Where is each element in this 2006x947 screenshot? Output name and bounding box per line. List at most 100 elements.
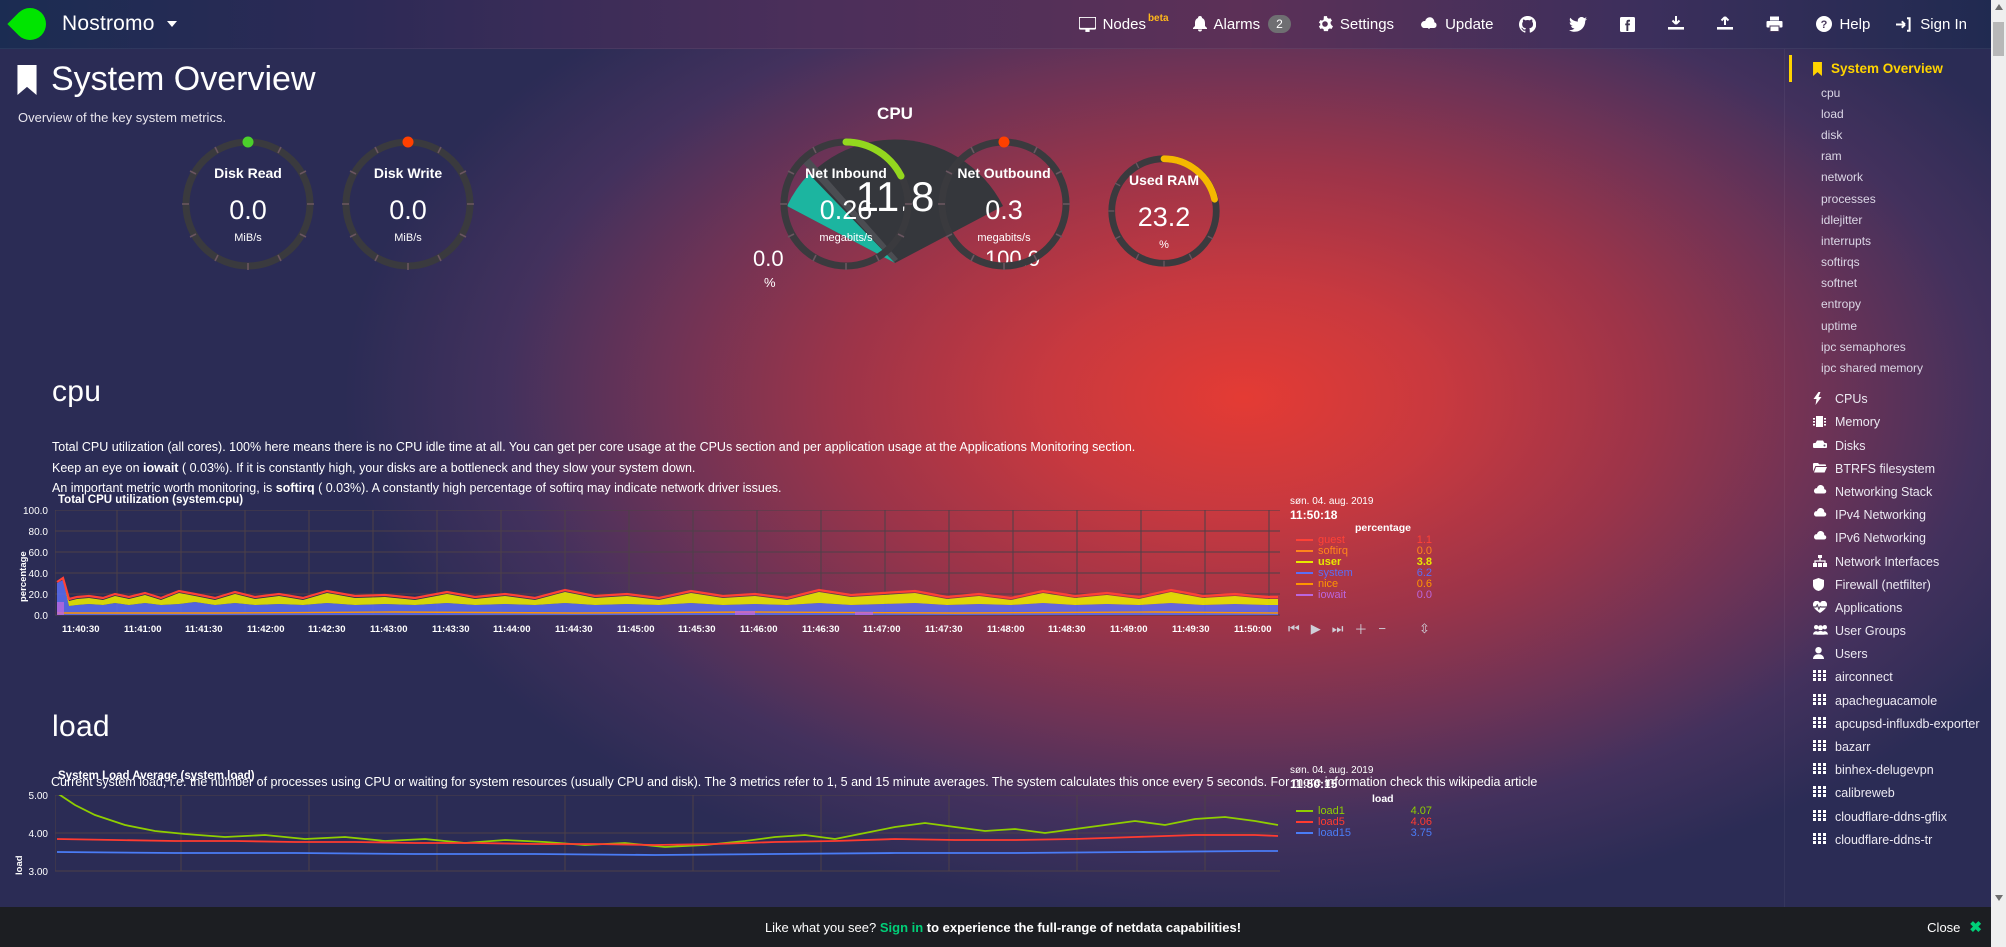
play-icon[interactable]: ▶ [1310,620,1321,636]
sidebar-item-cloudflare-ddns-tr[interactable]: cloudflare-ddns-tr [1785,828,2006,851]
nav-twitter[interactable] [1556,0,1607,49]
gauge-ring: Net Inbound 0.26 megabits/s [776,134,916,274]
sidebar-section-system-overview[interactable]: System Overview [1789,55,2006,82]
legend-item[interactable]: guest 1.1 [1296,533,1432,546]
zoom-out-icon[interactable]: − [1378,621,1387,636]
nav-import[interactable] [1655,0,1704,49]
legend-label: load5 [1318,815,1345,828]
sidebar-item-applications[interactable]: Applications [1785,596,2006,619]
sidebar-item-apcupsd-influxdb-exporter[interactable]: apcupsd-influxdb-exporter [1785,712,2006,735]
sidebar-item-disk[interactable]: disk [1821,127,1843,142]
sidebar-item-memory[interactable]: Memory [1785,411,2006,434]
legend-item[interactable]: softirq 0.0 [1296,545,1432,557]
chart-system-load[interactable]: System Load Average (system.load) load 5… [0,765,1600,905]
legend-item[interactable]: load1 4.07 [1296,805,1432,817]
sidebar-item-user-groups[interactable]: User Groups [1785,620,2006,643]
sidebar-item-load[interactable]: load [1821,106,1844,121]
nav-nodes[interactable]: Nodes beta [1066,0,1180,49]
sidebar-item-ram[interactable]: ram [1821,149,1842,164]
chart-plot-area[interactable] [55,795,1280,881]
xtick: 11:42:00 [247,624,285,635]
gauge-used-ram[interactable]: Used RAM 23.2 % [1105,152,1223,270]
sidebar-item-network-interfaces[interactable]: Network Interfaces [1785,550,2006,573]
page-header: System Overview Overview of the key syst… [16,60,1396,125]
sidebar-item-btrfs-filesystem[interactable]: BTRFS filesystem [1785,457,2006,480]
nav-facebook[interactable] [1607,0,1655,49]
nav-alarms[interactable]: Alarms 2 [1180,0,1304,49]
gauge-net-inbound[interactable]: Net Inbound 0.26 megabits/s [776,134,916,274]
gauge-value: 0.0 [389,194,427,225]
sidebar-item-calibreweb[interactable]: calibreweb [1785,782,2006,805]
nav-github[interactable] [1506,0,1556,49]
sidebar-item-firewall-netfilter[interactable]: Firewall (netfilter) [1785,573,2006,596]
legend-item[interactable]: system 6.2 [1296,567,1432,579]
legend-swatch [1296,538,1313,541]
gauge-net-outbound[interactable]: Net Outbound 0.3 megabits/s [934,134,1074,274]
nav-update[interactable]: Update [1407,0,1506,49]
grid-icon [1813,786,1835,798]
sidebar-item-binhex-delugevpn[interactable]: binhex-delugevpn [1785,759,2006,782]
sidebar-item-processes[interactable]: processes [1821,191,1876,206]
sidebar-item-softirqs[interactable]: softirqs [1821,255,1860,270]
sidebar-item-network[interactable]: network [1821,170,1864,185]
sidebar-item-cpus[interactable]: CPUs [1785,388,2006,411]
sidebar-item-ipv4-networking[interactable]: IPv4 Networking [1785,504,2006,527]
sidebar-item-ipc-shared-memory[interactable]: ipc shared memory [1821,361,1924,376]
sidebar-item-uptime[interactable]: uptime [1821,318,1858,333]
legend-item[interactable]: iowait 0.0 [1296,589,1432,601]
chart-system-cpu[interactable]: Total CPU utilization (system.cpu) perce… [0,494,1600,637]
sidebar-item-interrupts[interactable]: interrupts [1821,233,1872,248]
sidebar-item-airconnect[interactable]: airconnect [1785,666,2006,689]
sidebar-item-softnet[interactable]: softnet [1821,276,1858,291]
scroll-thumb[interactable] [1993,22,2004,56]
browser-scrollbar[interactable] [1991,0,2006,947]
nav-sign-in[interactable]: Sign In [1883,0,1980,49]
grid-icon [1813,809,1835,821]
sidebar-item-entropy[interactable]: entropy [1821,297,1862,312]
sidebar-item-label: Applications [1835,600,1903,615]
sidebar-item-users[interactable]: Users [1785,643,2006,666]
chevron-down-icon[interactable] [166,21,177,27]
right-sidebar[interactable]: System Overview cpu load disk ram networ… [1784,49,2006,907]
nav-help[interactable]: ? Help [1803,0,1883,49]
nav-settings[interactable]: Settings [1304,0,1407,49]
legend-value: 3.8 [1416,555,1432,568]
sidebar-item-cpu[interactable]: cpu [1821,85,1841,100]
banner-signin-link[interactable]: Sign in [879,919,924,935]
chart-plot-area[interactable] [55,510,1280,620]
close-x-icon[interactable]: ✖ [1969,919,1982,936]
sidebar-item-networking-stack[interactable]: Networking Stack [1785,480,2006,503]
users-icon [1813,624,1835,635]
sidebar-item-ipv6-networking[interactable]: IPv6 Networking [1785,527,2006,550]
grid-icon [1813,832,1835,844]
legend-label: guest [1318,533,1345,546]
chart-title: Total CPU utilization (system.cpu) [58,494,244,506]
gauge-disk-read[interactable]: Disk Read 0.0 MiB/s [178,134,318,274]
sidebar-item-ipc-semaphores[interactable]: ipc semaphores [1821,339,1906,354]
scroll-up-arrow-icon[interactable] [1995,4,2003,10]
xtick: 11:48:00 [987,624,1025,635]
skip-backward-icon[interactable]: ⏮ [1288,620,1300,636]
scroll-down-arrow-icon[interactable] [1995,895,2003,901]
banner-close-button[interactable]: Close ✖ [1927,918,1982,936]
nav-print[interactable] [1753,0,1803,49]
gauge-disk-write[interactable]: Disk Write 0.0 MiB/s [338,134,478,274]
legend-item[interactable]: user 3.8 [1296,555,1432,568]
ytick: 5.00 [28,791,48,802]
sidebar-item-idlejitter[interactable]: idlejitter [1821,212,1863,227]
legend-swatch [1296,831,1313,834]
sidebar-item-bazarr[interactable]: bazarr [1785,735,2006,758]
legend-item[interactable]: nice 0.6 [1296,578,1432,590]
resize-icon[interactable]: ⇳ [1419,620,1430,636]
nav-export[interactable] [1704,0,1753,49]
sidebar-item-apacheguacamole[interactable]: apacheguacamole [1785,689,2006,712]
sidebar-item-cloudflare-ddns-gflix[interactable]: cloudflare-ddns-gflix [1785,805,2006,828]
sidebar-item-disks[interactable]: Disks [1785,434,2006,457]
ytick: 60.0 [28,548,48,559]
zoom-in-icon[interactable]: ＋ [1354,622,1368,637]
skip-forward-icon[interactable]: ⏭ [1331,620,1344,636]
legend-item[interactable]: load5 4.06 [1296,815,1432,828]
sidebar-item-label: bazarr [1835,740,1871,755]
brand-area[interactable]: Nostromo [0,1,177,47]
legend-item[interactable]: load15 3.75 [1296,827,1432,839]
